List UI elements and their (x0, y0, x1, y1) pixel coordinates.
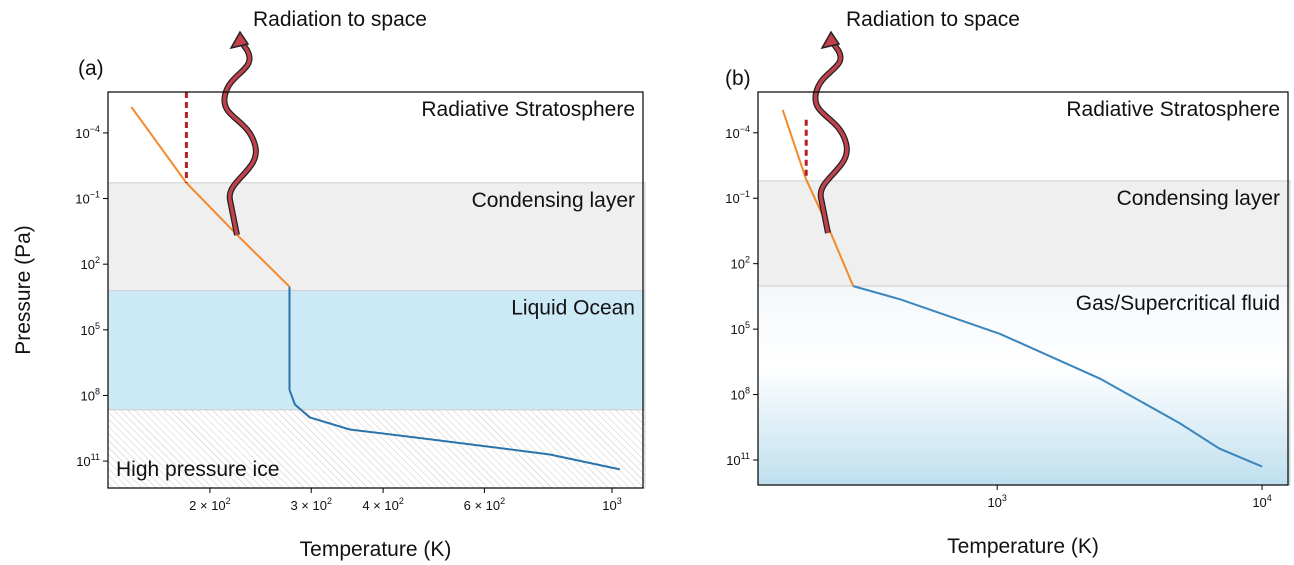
region-label: Condensing layer (1117, 187, 1280, 210)
profile-line (781, 109, 855, 287)
y-tick-label-base: 10 (731, 388, 745, 403)
y-tick-label-exponent: 5 (95, 321, 100, 331)
panel-label: (b) (725, 67, 751, 90)
x-tick-label: 103 (602, 496, 621, 513)
x-tick-label: 6 × 102 (464, 496, 506, 513)
region (107, 290, 646, 411)
panel-label: (a) (78, 57, 104, 80)
x-tick-label-exponent: 2 (500, 496, 505, 506)
x-tick-label-exponent: 4 (1267, 493, 1272, 503)
y-tick-label: 105 (731, 320, 750, 337)
y-tick-label-base: 10 (76, 454, 90, 469)
x-tick-label-exponent: 2 (399, 496, 404, 506)
y-tick-label-exponent: −4 (740, 124, 750, 134)
x-tick-label-base: 10 (602, 498, 616, 513)
x-tick-label-base: 10 (1252, 495, 1266, 510)
y-tick-label: 10−4 (725, 124, 750, 141)
x-axis-label: Temperature (K) (300, 538, 452, 561)
region-label: Liquid Ocean (511, 297, 635, 320)
x-tick-label-base: 4 × 10 (362, 498, 399, 513)
y-tick-label: 1011 (76, 452, 100, 469)
plot-frame (107, 91, 644, 489)
x-tick-label: 4 × 102 (362, 496, 404, 513)
region-label: Condensing layer (472, 189, 635, 212)
y-tick-label-exponent: 2 (745, 255, 750, 265)
y-tick-label-base: 10 (731, 257, 745, 272)
y-tick-label-base: 10 (75, 192, 89, 207)
y-axis-label: Pressure (Pa) (12, 225, 35, 355)
y-tick-label: 108 (81, 386, 100, 403)
y-tick-label: 10−1 (725, 189, 750, 206)
x-axis-label: Temperature (K) (947, 535, 1099, 558)
x-tick-label-base: 10 (987, 495, 1001, 510)
y-tick-label-exponent: −1 (740, 189, 750, 199)
region-label: Radiative Stratosphere (1066, 98, 1280, 121)
y-tick-label: 108 (731, 386, 750, 403)
x-tick-label-base: 2 × 10 (189, 498, 226, 513)
region (107, 182, 646, 292)
y-tick-label-base: 10 (81, 323, 95, 338)
y-tick-label: 10−1 (75, 190, 100, 207)
y-tick-label-base: 10 (81, 257, 95, 272)
y-tick-label-base: 10 (81, 388, 95, 403)
y-tick-label-exponent: −1 (90, 190, 100, 200)
y-tick-label-base: 10 (726, 453, 740, 468)
region-label: Radiative Stratosphere (421, 98, 635, 121)
region (108, 92, 645, 183)
region (107, 409, 646, 489)
y-tick-label: 10−4 (75, 124, 100, 141)
y-tick-label-exponent: 5 (745, 320, 750, 330)
profile-line (130, 106, 291, 288)
y-tick-label-base: 10 (725, 126, 739, 141)
region-label: High pressure ice (116, 458, 279, 481)
y-tick-label-base: 10 (75, 126, 89, 141)
x-tick-label-exponent: 3 (617, 496, 622, 506)
region-label: Gas/Supercritical fluid (1076, 292, 1280, 315)
x-tick-label: 3 × 102 (290, 496, 332, 513)
y-tick-label-exponent: 2 (95, 255, 100, 265)
x-tick-label-base: 6 × 10 (464, 498, 501, 513)
plot-frame (757, 91, 1289, 486)
y-tick-label-exponent: 8 (745, 386, 750, 396)
y-tick-label: 105 (81, 321, 100, 338)
annotation: Radiation to space (253, 8, 427, 31)
y-tick-label-base: 10 (725, 191, 739, 206)
y-tick-label-exponent: 11 (91, 452, 100, 462)
x-tick-label: 104 (1252, 493, 1271, 510)
annotation: Radiation to space (846, 8, 1020, 31)
y-tick-label: 102 (731, 255, 750, 272)
y-tick-label-exponent: 8 (95, 386, 100, 396)
x-tick-label: 2 × 102 (189, 496, 231, 513)
profile-line (288, 286, 621, 471)
y-tick-label-exponent: 11 (741, 451, 750, 461)
radiation-arrows (221, 30, 850, 236)
profile-line (852, 285, 1263, 468)
x-tick-label-base: 3 × 10 (290, 498, 327, 513)
y-tick-label: 1011 (726, 451, 750, 468)
y-tick-label-exponent: −4 (90, 124, 100, 134)
y-tick-label-base: 10 (731, 322, 745, 337)
y-tick-label: 102 (81, 255, 100, 272)
region (757, 285, 1291, 486)
x-tick-label-exponent: 3 (1002, 493, 1007, 503)
x-tick-label-exponent: 2 (226, 496, 231, 506)
x-tick-label-exponent: 2 (327, 496, 332, 506)
x-tick-label: 103 (987, 493, 1006, 510)
